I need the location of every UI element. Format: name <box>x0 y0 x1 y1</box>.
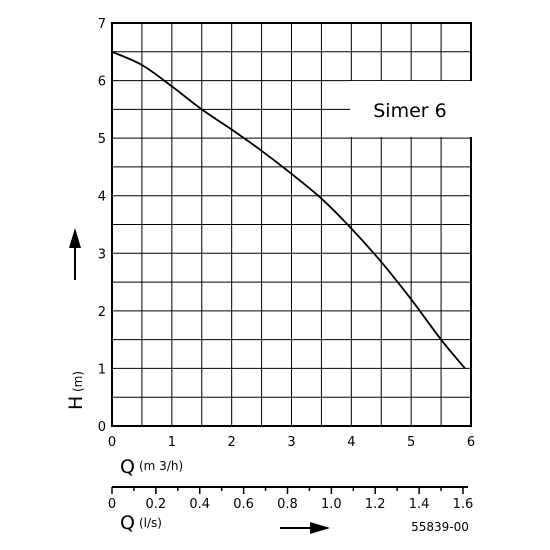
y-tick-label: 1 <box>98 362 106 377</box>
x-axis-unit: (m 3/h) <box>139 459 183 473</box>
x-tick-label: 1 <box>168 435 176 450</box>
up-arrow-icon <box>69 228 81 280</box>
x-tick-label: 2 <box>228 435 236 450</box>
y-axis-unit: (m) <box>71 371 85 392</box>
figure-code: 55839-00 <box>411 520 469 534</box>
y-tick-label: 2 <box>98 305 106 320</box>
x-tick-label: 4 <box>347 435 355 450</box>
y-tick-label: 4 <box>98 190 106 205</box>
x2-tick-label: 0 <box>108 497 116 512</box>
x2-tick-label: 0.8 <box>277 497 298 512</box>
y-axis-letter: H <box>65 396 87 410</box>
plot-frame <box>111 22 472 427</box>
x-tick-label: 3 <box>287 435 295 450</box>
x2-tick-label: 0.6 <box>233 497 254 512</box>
x2-axis-letter: Q <box>120 512 135 534</box>
x2-tick-label: 1.6 <box>453 497 474 512</box>
x2-tick-label: 0.4 <box>189 497 210 512</box>
x-tick-label: 6 <box>467 435 475 450</box>
y-axis-label: H (m) <box>65 371 87 410</box>
x2-tick-label: 0.2 <box>146 497 167 512</box>
x-tick-labels: 0 1 2 3 4 5 6 <box>108 435 475 450</box>
x2-axis-unit: (l/s) <box>139 516 162 530</box>
y-tick-labels: 0 1 2 3 4 5 6 7 <box>98 17 106 435</box>
title-box <box>350 81 472 137</box>
y-tick-label: 5 <box>98 132 106 147</box>
y-tick-label: 7 <box>98 17 106 32</box>
x2-tick-label: 1.0 <box>321 497 342 512</box>
y-tick-label: 0 <box>98 420 106 435</box>
chart-title: Simer 6 <box>373 100 446 122</box>
head-flow-curve <box>111 50 466 370</box>
x2-tick-label: 1.2 <box>365 497 386 512</box>
secondary-x-axis: 0 0.2 0.4 0.6 0.8 1.0 1.2 1.4 1.6 <box>108 486 474 512</box>
x2-tick-label: 1.4 <box>409 497 430 512</box>
x-axis-letter: Q <box>120 456 135 478</box>
x-tick-label: 5 <box>407 435 415 450</box>
x-tick-label: 0 <box>108 435 116 450</box>
y-tick-label: 6 <box>98 75 106 90</box>
y-tick-label: 3 <box>98 247 106 262</box>
right-arrow-icon <box>280 522 330 534</box>
